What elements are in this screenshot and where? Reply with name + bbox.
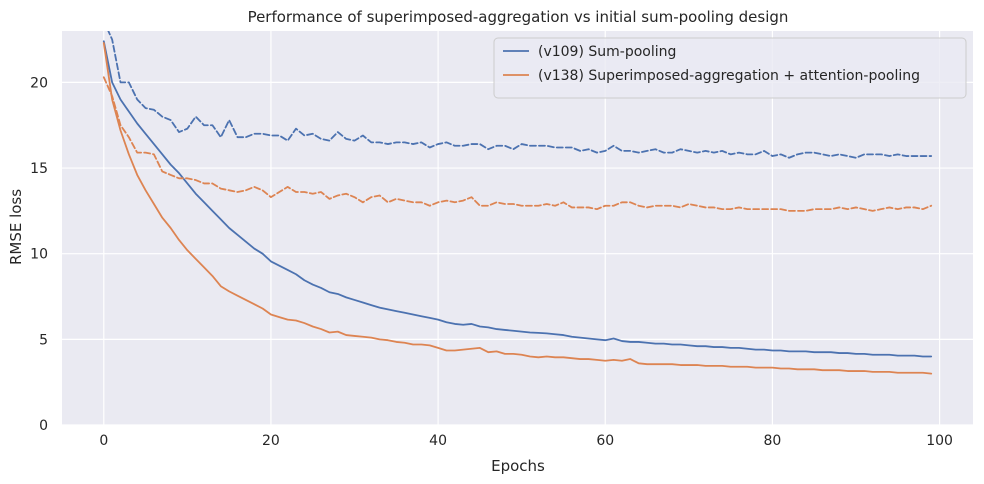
x-axis-title: Epochs bbox=[491, 457, 545, 475]
series-line-4-dashed bbox=[102, 76, 933, 212]
y-tick-label: 20 bbox=[30, 75, 48, 91]
x-tick-label: 40 bbox=[429, 433, 447, 449]
x-tick-label: 80 bbox=[763, 433, 781, 449]
legend-entry: (v138) Superimposed-aggregation + attent… bbox=[538, 68, 920, 84]
y-axis-title: RMSE loss bbox=[7, 189, 25, 265]
series-line-2-dashed bbox=[107, 31, 933, 159]
series-line-3-solid bbox=[102, 42, 933, 375]
x-tick-label: 20 bbox=[262, 433, 280, 449]
legend: (v109) Sum-pooling (v138) Superimposed-ag… bbox=[493, 37, 967, 99]
legend-entry: (v109) Sum-pooling bbox=[538, 44, 676, 60]
y-tick-label: 10 bbox=[30, 247, 48, 263]
x-tick-label: 100 bbox=[926, 433, 953, 449]
tick-labels: 0 20 40 60 80 100 0 5 10 15 20 bbox=[30, 75, 953, 449]
y-tick-label: 5 bbox=[39, 332, 48, 348]
x-tick-label: 60 bbox=[596, 433, 614, 449]
series-lines bbox=[102, 31, 933, 375]
legend-box bbox=[493, 37, 967, 99]
y-tick-label: 0 bbox=[39, 418, 48, 434]
chart-title: Performance of superimposed-aggregation … bbox=[248, 8, 789, 26]
x-tick-label: 0 bbox=[99, 433, 108, 449]
series-line-1-solid bbox=[102, 40, 933, 358]
y-tick-label: 15 bbox=[30, 161, 48, 177]
